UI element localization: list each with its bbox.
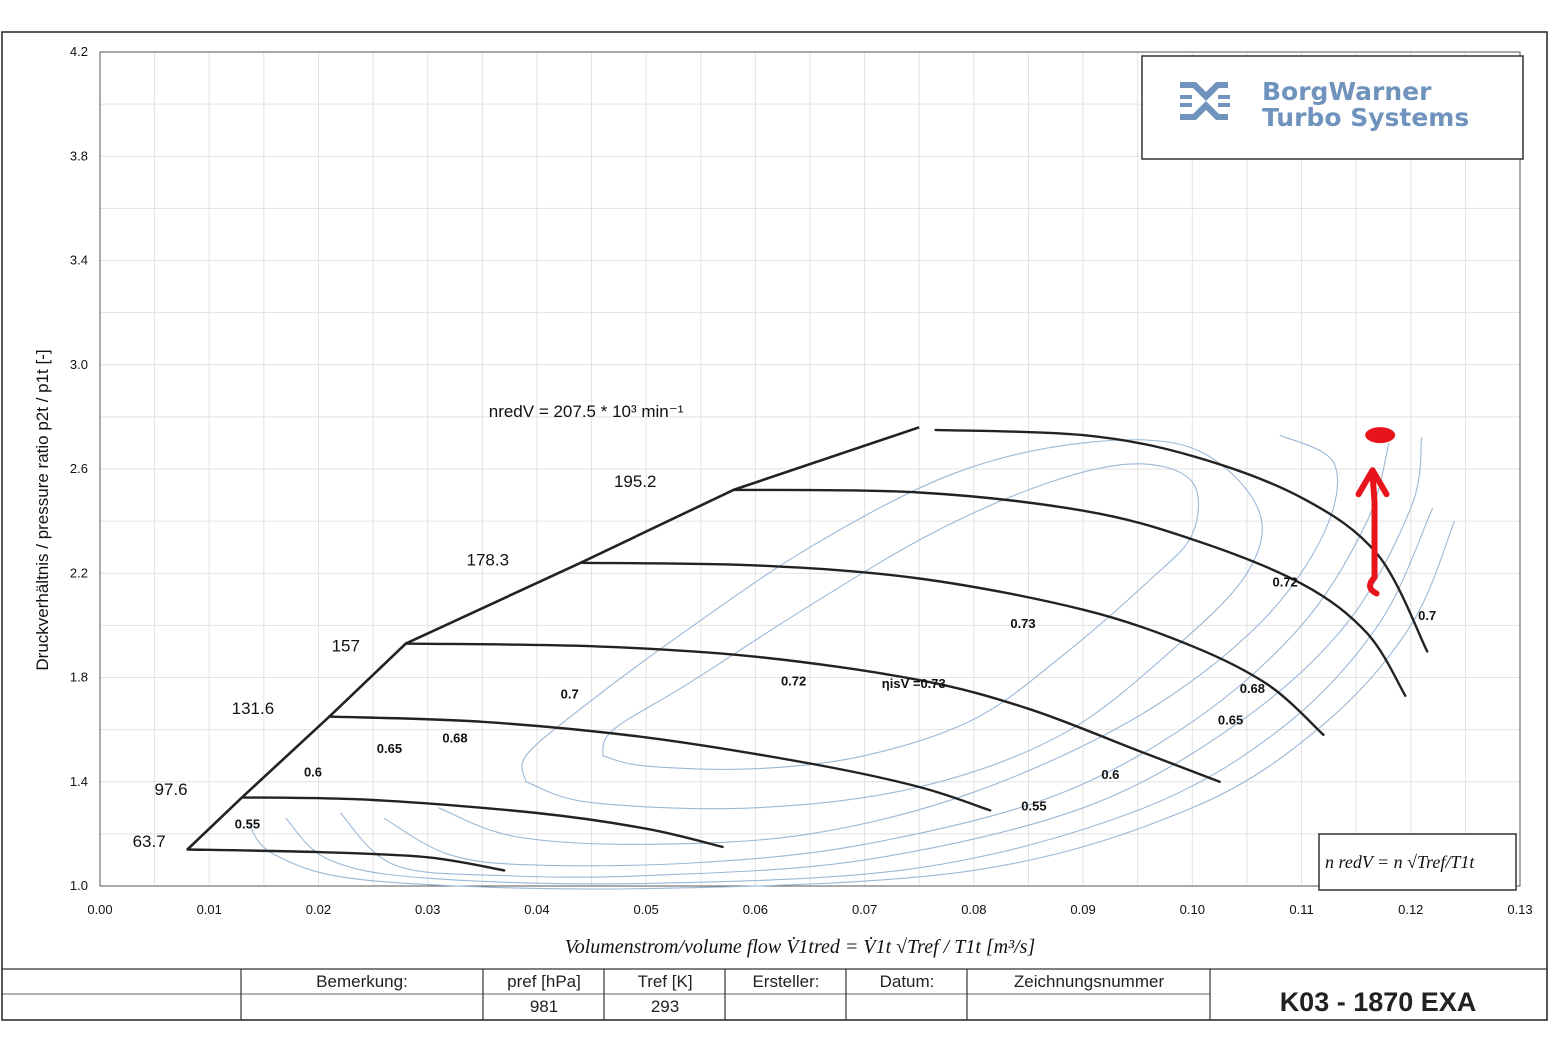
efficiency-label: ηisV =0.73 <box>882 676 946 691</box>
efficiency-label: 0.6 <box>1101 767 1119 782</box>
x-tick-label: 0.11 <box>1289 902 1313 917</box>
speed-line <box>579 561 1325 736</box>
efficiency-label: 0.72 <box>1272 574 1297 589</box>
x-tick-label: 0.13 <box>1507 902 1532 917</box>
efficiency-contour <box>247 520 1456 890</box>
y-tick-label: 2.2 <box>70 565 88 580</box>
speed-line <box>732 488 1407 697</box>
y-tick-label: 3.0 <box>70 357 88 372</box>
logo-line2: Turbo Systems <box>1262 103 1469 132</box>
x-tick-labels: 0.00 0.01 0.02 0.03 0.04 0.05 0.06 0.07 0.08 0.09… <box>87 902 1532 917</box>
efficiency-label: 0.6 <box>304 765 322 780</box>
speed-line <box>186 848 506 872</box>
efficiency-contour <box>339 437 1423 878</box>
efficiency-label: 0.73 <box>1010 616 1035 631</box>
y-tick-labels: 1.0 1.4 1.8 2.2 2.6 3.0 3.4 3.8 4.2 <box>70 44 88 893</box>
efficiency-label: 0.55 <box>1021 798 1046 813</box>
efficiency-label: 0.68 <box>442 731 467 746</box>
formula-box: n redV = n √Tref/T1t <box>1318 833 1517 891</box>
y-tick-label: 3.4 <box>70 253 88 268</box>
efficiency-label: 0.7 <box>561 686 579 701</box>
efficiency-contour <box>521 439 1263 810</box>
speed-lines <box>186 426 1429 872</box>
red-annotation <box>1355 427 1396 597</box>
speed-line <box>404 642 1221 783</box>
logo-line1: BorgWarner <box>1262 77 1432 106</box>
x-tick-label: 0.08 <box>961 902 986 917</box>
x-tick-label: 0.01 <box>197 902 222 917</box>
annotation-arrow-shaft <box>1367 471 1380 597</box>
x-tick-label: 0.12 <box>1398 902 1423 917</box>
page-frame <box>1 31 1548 1021</box>
y-axis-label: Druckverhältnis / pressure ratio p2t / p… <box>33 349 52 670</box>
y-tick-label: 2.6 <box>70 461 88 476</box>
efficiency-label: 0.68 <box>1240 681 1265 696</box>
speed-line <box>240 796 724 849</box>
x-tick-label: 0.06 <box>743 902 768 917</box>
speed-label: 157 <box>332 636 360 655</box>
speed-line <box>934 428 1429 653</box>
zeichnung-label: Zeichnungsnummer <box>1014 972 1165 991</box>
title-block <box>2 968 1547 1020</box>
surge-line <box>186 426 920 851</box>
efficiency-contour <box>438 434 1339 845</box>
annotation-blob <box>1365 427 1396 444</box>
x-tick-label: 0.07 <box>852 902 877 917</box>
x-tick-label: 0.00 <box>87 902 112 917</box>
efficiency-contour <box>383 442 1390 867</box>
tref-value: 293 <box>651 997 679 1016</box>
pref-value: 981 <box>530 997 558 1016</box>
speed-line <box>328 715 992 812</box>
datum-label: Datum: <box>880 972 935 991</box>
y-tick-label: 1.0 <box>70 878 88 893</box>
efficiency-contour <box>285 507 1434 885</box>
pref-label: pref [hPa] <box>507 972 581 991</box>
grid <box>100 52 1520 886</box>
x-tick-label: 0.04 <box>524 902 549 917</box>
efficiency-label: 0.65 <box>1218 712 1243 727</box>
x-tick-label: 0.09 <box>1070 902 1095 917</box>
efficiency-contours <box>247 434 1456 890</box>
y-tick-label: 1.4 <box>70 774 88 789</box>
x-axis-label: Volumenstrom/volume flow V̇1tred = V̇1t … <box>565 935 1035 958</box>
speed-label: 63.7 <box>133 832 166 851</box>
chart-labels: 63.7 97.6 131.6 157 178.3 195.2 nredV = 207.5 … <box>133 402 1437 851</box>
efficiency-contour <box>601 463 1199 770</box>
efficiency-label: 0.72 <box>781 673 806 688</box>
y-tick-label: 4.2 <box>70 44 88 59</box>
bemerkung-label: Bemerkung: <box>316 972 408 991</box>
tref-label: Tref [K] <box>637 972 692 991</box>
x-tick-label: 0.05 <box>633 902 658 917</box>
efficiency-label: 0.7 <box>1418 608 1436 623</box>
formula-text: n redV = n √Tref/T1t <box>1325 852 1475 872</box>
speed-label: 131.6 <box>232 699 275 718</box>
x-tick-label: 0.03 <box>415 902 440 917</box>
speed-label: 97.6 <box>154 780 187 799</box>
ersteller-label: Ersteller: <box>752 972 819 991</box>
borgwarner-logo: BorgWarner Turbo Systems <box>1141 55 1524 160</box>
speed-label: 178.3 <box>466 550 509 569</box>
speed-label: 195.2 <box>614 472 657 491</box>
x-tick-label: 0.02 <box>306 902 331 917</box>
speed-label: nredV = 207.5 * 10³ min⁻¹ <box>489 402 684 421</box>
logo-emblem-icon <box>1180 82 1230 120</box>
drawing-code: K03 - 1870 EXA <box>1280 987 1477 1017</box>
y-tick-label: 3.8 <box>70 148 88 163</box>
plot-frame <box>99 51 1521 887</box>
y-tick-label: 1.8 <box>70 670 88 685</box>
efficiency-label: 0.55 <box>235 817 260 832</box>
annotation-arrow-head <box>1355 467 1390 498</box>
efficiency-label: 0.65 <box>377 741 402 756</box>
x-tick-label: 0.10 <box>1180 902 1205 917</box>
